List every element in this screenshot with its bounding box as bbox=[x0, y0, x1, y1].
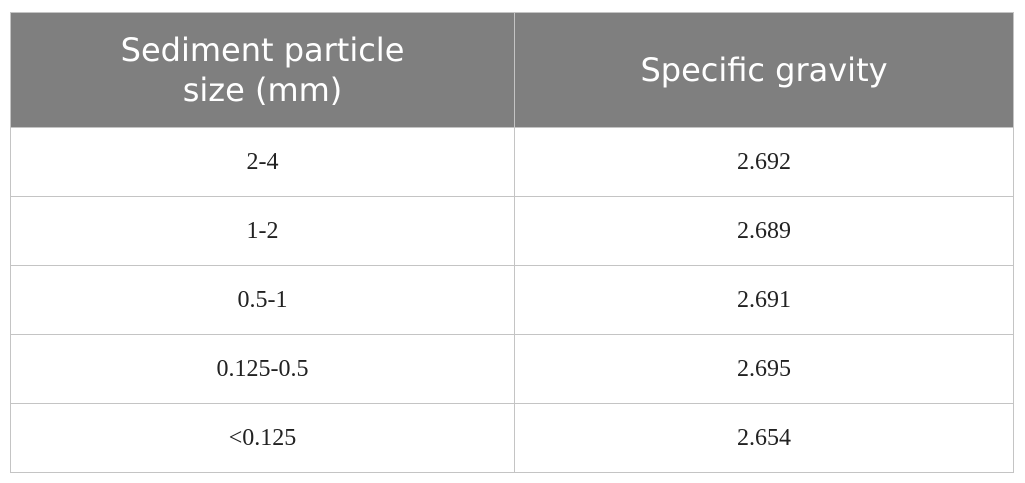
table-cell: 0.5-1 bbox=[10, 265, 515, 335]
table-row: 1-2 2.689 bbox=[10, 196, 1014, 266]
table-cell: 2.689 bbox=[514, 196, 1014, 266]
header-cell: Specific gravity bbox=[514, 12, 1014, 128]
table-cell: 2.695 bbox=[514, 334, 1014, 404]
table-row: 0.5-1 2.691 bbox=[10, 265, 1014, 335]
table-body: 2-4 2.692 1-2 2.689 0.5-1 2.691 0.125-0.5 2.695… bbox=[10, 127, 1014, 473]
table-cell: 0.125-0.5 bbox=[10, 334, 515, 404]
header-text: Sediment particle size (mm) bbox=[120, 31, 405, 109]
table-row: 0.125-0.5 2.695 bbox=[10, 334, 1014, 404]
table-cell: 2.692 bbox=[514, 127, 1014, 197]
header-cell: Sediment particle size (mm) bbox=[10, 12, 515, 128]
table-cell: 2.691 bbox=[514, 265, 1014, 335]
table-cell: 2-4 bbox=[10, 127, 515, 197]
table-row: <0.125 2.654 bbox=[10, 403, 1014, 473]
table-cell: 2.654 bbox=[514, 403, 1014, 473]
data-table: Sediment particle size (mm) Specific gra… bbox=[10, 12, 1014, 473]
header-row: Sediment particle size (mm) Specific gra… bbox=[10, 12, 1014, 128]
table-row: 2-4 2.692 bbox=[10, 127, 1014, 197]
table-cell: 1-2 bbox=[10, 196, 515, 266]
header-text: Specific gravity bbox=[640, 51, 888, 89]
table-cell: <0.125 bbox=[10, 403, 515, 473]
